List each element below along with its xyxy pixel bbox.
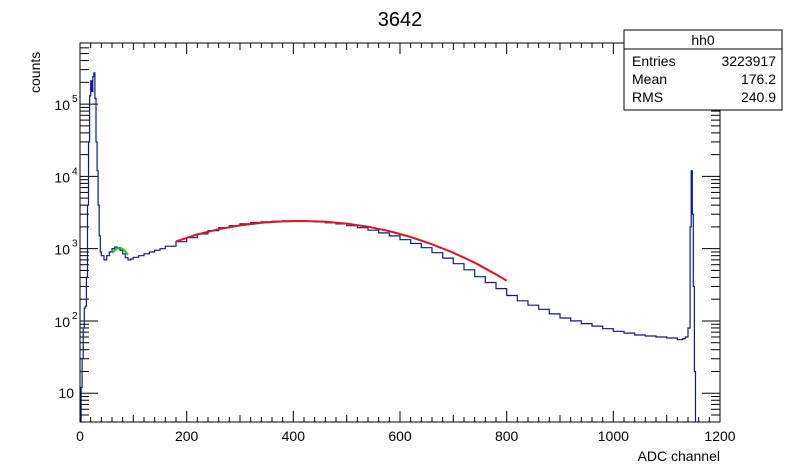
y-tick-label: 10 (54, 169, 70, 185)
x-tick-label: 600 (388, 428, 412, 444)
fit-curve-red (175, 219, 508, 282)
x-tick-label: 0 (76, 428, 84, 444)
stats-entries-label: Entries (632, 53, 676, 69)
x-axis-label: ADC channel (638, 448, 721, 464)
series-layer (80, 72, 697, 423)
stats-mean-value: 176.2 (741, 71, 776, 87)
chart-title: 3642 (378, 9, 423, 31)
stats-rms-value: 240.9 (741, 89, 776, 105)
x-tick-label: 400 (282, 428, 306, 444)
y-tick-label-exponent: 5 (72, 94, 78, 105)
stats-box-title: hh0 (691, 32, 715, 48)
fit-curve-green (111, 246, 129, 256)
y-tick-label: 10 (54, 314, 70, 330)
y-tick-label: 10 (58, 385, 74, 401)
stats-entries-value: 3223917 (721, 53, 776, 69)
y-axis-label: counts (27, 52, 43, 93)
y-tick-label-exponent: 2 (72, 311, 78, 322)
histogram-series (80, 72, 697, 423)
y-tick-label: 10 (54, 242, 70, 258)
y-tick-label: 10 (54, 97, 70, 113)
x-tick-label: 200 (175, 428, 199, 444)
stats-rms-label: RMS (632, 89, 663, 105)
y-tick-label-exponent: 4 (72, 166, 78, 177)
stats-mean-label: Mean (632, 71, 667, 87)
stats-box: hh0 Entries 3223917 Mean 176.2 RMS 240.9 (623, 29, 783, 111)
y-tick-label-exponent: 3 (72, 239, 78, 250)
x-tick-label: 800 (495, 428, 519, 444)
stats-box-frame (623, 29, 783, 111)
x-tick-label: 1200 (704, 428, 735, 444)
x-tick-label: 1000 (598, 428, 629, 444)
